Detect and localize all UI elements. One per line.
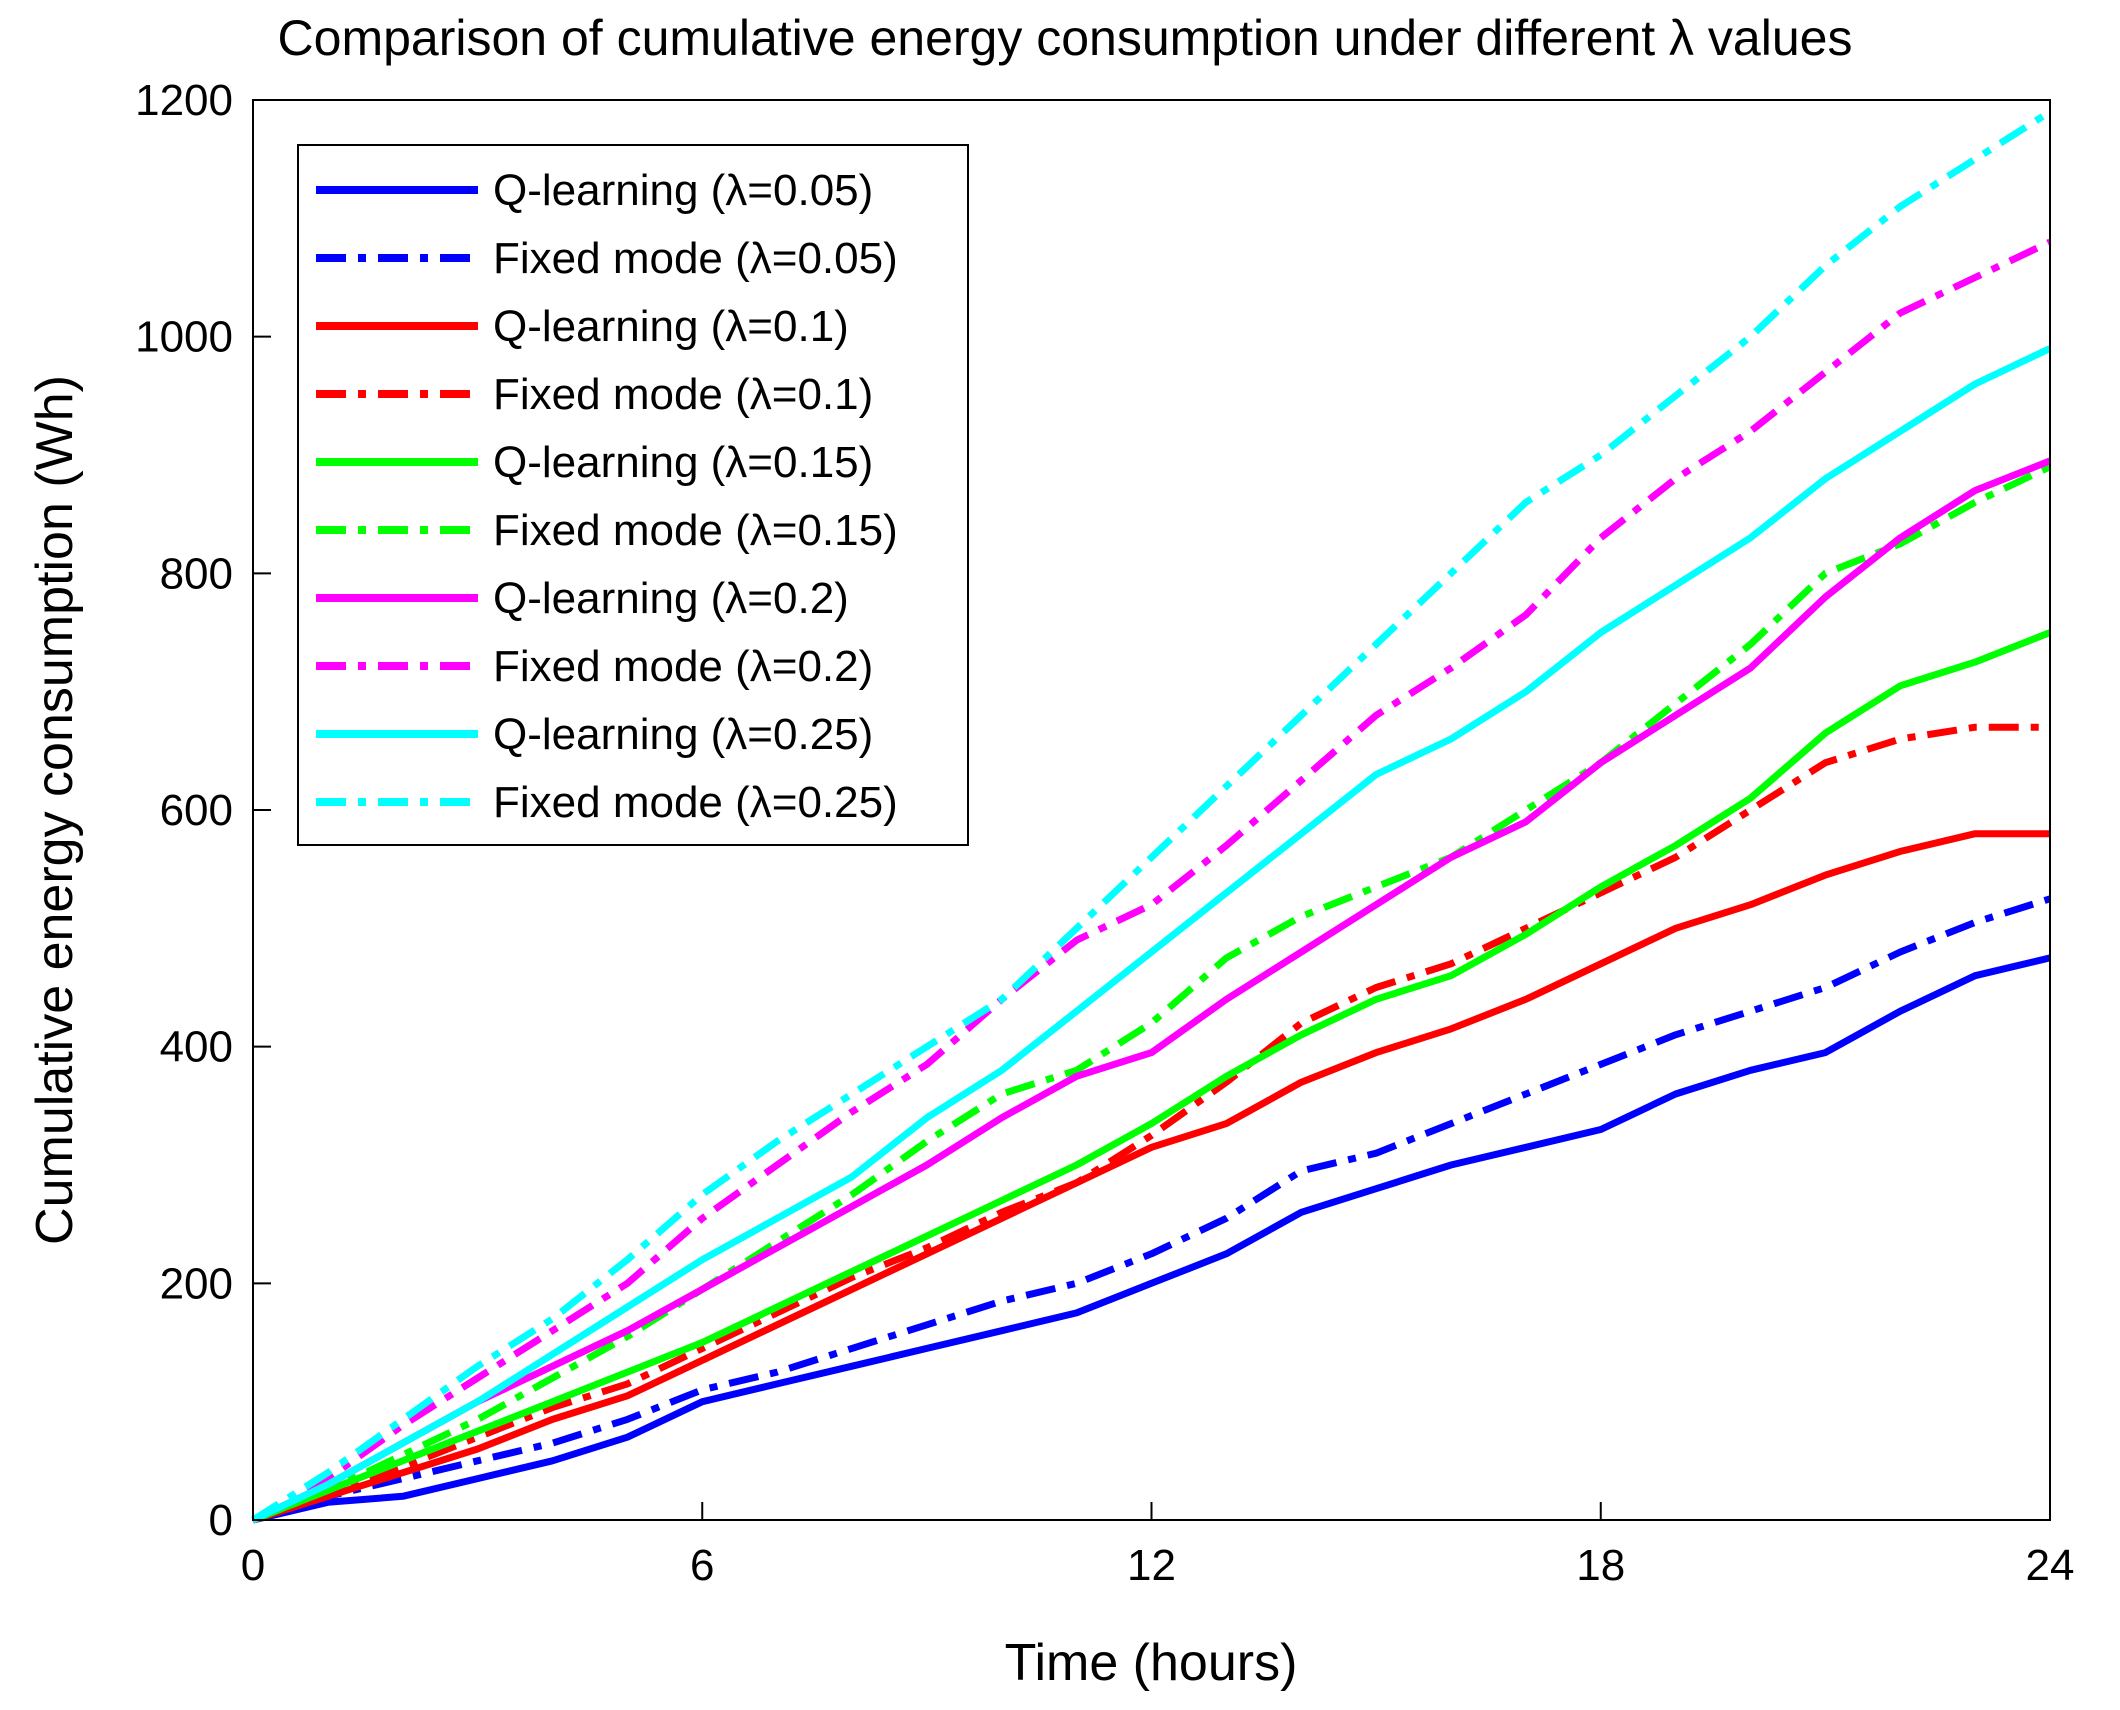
- legend-label-7: Fixed mode (λ=0.2): [493, 642, 873, 691]
- x-tick-label: 12: [1127, 1541, 1176, 1590]
- legend-label-0: Q-learning (λ=0.05): [493, 166, 873, 215]
- y-tick-label: 200: [160, 1259, 233, 1308]
- legend-label-8: Q-learning (λ=0.25): [493, 710, 873, 759]
- legend-label-9: Fixed mode (λ=0.25): [493, 778, 898, 827]
- x-tick-label: 18: [1576, 1541, 1625, 1590]
- y-tick-label: 400: [160, 1023, 233, 1072]
- legend-label-2: Q-learning (λ=0.1): [493, 302, 849, 351]
- x-axis-label: Time (hours): [1005, 1634, 1298, 1692]
- y-tick-label: 800: [160, 549, 233, 598]
- series-line-0: [252, 954, 2051, 1524]
- y-tick-label: 1000: [135, 313, 233, 362]
- y-tick-label: 0: [209, 1496, 233, 1545]
- legend: Q-learning (λ=0.05) Fixed mode (λ=0.05) Q-…: [297, 144, 969, 846]
- x-tick-label: 0: [241, 1541, 265, 1590]
- series-line-4: [251, 629, 2052, 1524]
- series-line-5: [251, 463, 2052, 1524]
- chart-title: Comparison of cumulative energy consumpt…: [278, 10, 1853, 66]
- legend-label-6: Q-learning (λ=0.2): [493, 574, 849, 623]
- x-tick-label: 6: [690, 1541, 714, 1590]
- legend-label-1: Fixed mode (λ=0.05): [493, 234, 898, 283]
- series-line-3: [251, 723, 2050, 1524]
- axes-layer: 0 6 12 18 24 0 200 400 600 800 1000 1200: [135, 76, 2074, 1590]
- series-line-9: [251, 108, 2052, 1523]
- x-tick-label: 24: [2026, 1541, 2075, 1590]
- legend-label-5: Fixed mode (λ=0.15): [493, 506, 898, 555]
- y-axis-label: Cumulative energy consumption (Wh): [26, 375, 84, 1245]
- y-tick-label: 1200: [135, 76, 233, 125]
- series-line-1: [251, 895, 2052, 1524]
- series-line-2: [251, 830, 2050, 1524]
- series-line-8: [251, 345, 2052, 1524]
- series-line-7: [251, 238, 2052, 1524]
- series-line-6: [251, 457, 2052, 1524]
- legend-label-4: Q-learning (λ=0.15): [493, 438, 873, 487]
- series-layer: [251, 108, 2052, 1524]
- y-tick-label: 600: [160, 786, 233, 835]
- legend-box: [297, 144, 969, 846]
- legend-label-3: Fixed mode (λ=0.1): [493, 370, 873, 419]
